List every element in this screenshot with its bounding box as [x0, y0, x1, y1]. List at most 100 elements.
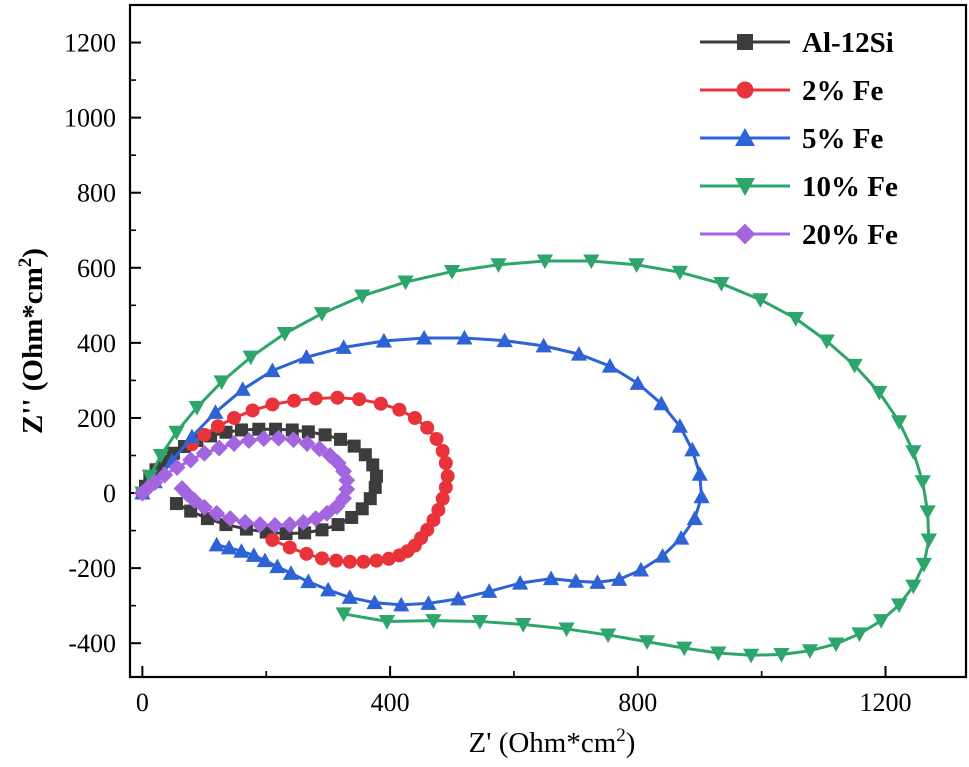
data-point	[255, 430, 273, 448]
data-point	[693, 488, 710, 504]
data-point	[173, 480, 191, 497]
data-point	[182, 451, 200, 469]
data-point	[276, 326, 293, 342]
data-point	[438, 480, 453, 495]
data-point	[827, 637, 845, 653]
data-point	[334, 432, 348, 446]
data-point	[245, 547, 262, 562]
y-tick-label: 400	[77, 329, 116, 358]
data-point	[210, 419, 225, 434]
data-point	[315, 523, 329, 537]
legend-marker	[736, 81, 754, 99]
data-point	[846, 358, 863, 374]
series-5-fe	[134, 329, 710, 612]
series-line	[141, 259, 931, 657]
data-point	[242, 350, 259, 366]
data-point	[611, 571, 628, 586]
data-point	[335, 339, 352, 354]
data-point	[308, 391, 323, 406]
data-point	[671, 418, 689, 433]
data-point	[801, 644, 819, 659]
y-tick-label: 0	[103, 479, 116, 508]
data-point	[920, 533, 937, 549]
data-point	[236, 513, 254, 531]
data-point	[266, 516, 284, 534]
data-point	[152, 449, 170, 464]
data-point	[425, 614, 442, 629]
data-point	[392, 402, 407, 417]
data-point	[429, 431, 444, 446]
data-point	[673, 529, 690, 545]
data-point	[318, 428, 332, 442]
legend-marker	[734, 223, 756, 245]
data-point	[890, 598, 908, 614]
data-point	[471, 614, 489, 630]
data-point	[373, 396, 388, 411]
legend-label: 10% Fe	[802, 171, 898, 203]
data-point	[456, 329, 473, 345]
data-point	[318, 504, 336, 522]
data-point	[905, 579, 922, 595]
data-point	[638, 635, 656, 650]
data-point	[366, 594, 383, 610]
data-point	[435, 443, 450, 458]
data-point	[512, 575, 529, 590]
legend-marker	[735, 178, 755, 196]
data-point	[629, 375, 646, 390]
data-point	[335, 607, 352, 623]
data-point	[393, 596, 410, 612]
data-point	[490, 258, 507, 273]
data-point	[443, 265, 461, 280]
data-point	[570, 346, 588, 361]
data-point	[213, 375, 230, 391]
data-point	[264, 362, 281, 378]
data-point	[208, 536, 225, 552]
series-layer	[133, 254, 937, 664]
data-point	[450, 590, 467, 606]
data-point	[227, 410, 242, 425]
data-point	[369, 469, 383, 483]
data-point	[710, 646, 727, 662]
data-point	[481, 583, 498, 598]
data-point	[285, 423, 299, 437]
legend: Al-12Si 2% Fe 5% Fe 10% Fe 20% Fe	[700, 27, 898, 251]
data-point	[265, 397, 280, 412]
data-point	[234, 423, 248, 437]
data-point	[915, 557, 933, 573]
data-point	[653, 395, 670, 411]
x-axis-title: Z' (Ohm*cm2)	[469, 725, 636, 759]
legend-label: Al-12Si	[802, 27, 894, 59]
legend-marker	[737, 34, 753, 50]
data-point	[269, 558, 286, 574]
data-point	[407, 410, 422, 425]
data-point	[742, 648, 760, 664]
data-point	[713, 277, 730, 292]
series-line	[141, 336, 704, 607]
data-point	[366, 458, 380, 472]
data-point	[245, 403, 260, 418]
data-point	[392, 548, 407, 563]
data-point	[256, 552, 274, 568]
data-point	[282, 565, 300, 580]
data-point	[299, 546, 314, 561]
data-point	[381, 551, 396, 566]
data-point	[294, 513, 312, 531]
data-point	[583, 254, 600, 270]
data-point	[676, 641, 693, 657]
data-point	[240, 432, 258, 449]
data-point	[914, 475, 931, 490]
data-point	[220, 539, 238, 555]
data-point	[420, 420, 435, 435]
data-point	[355, 502, 369, 516]
data-point	[890, 415, 908, 430]
data-point	[773, 647, 790, 663]
legend-marker	[735, 128, 755, 146]
data-point	[347, 439, 361, 453]
data-point	[270, 429, 288, 447]
data-point	[285, 431, 302, 449]
data-point	[905, 445, 922, 460]
data-point	[208, 504, 226, 522]
data-point	[313, 307, 331, 322]
data-point	[542, 570, 560, 586]
